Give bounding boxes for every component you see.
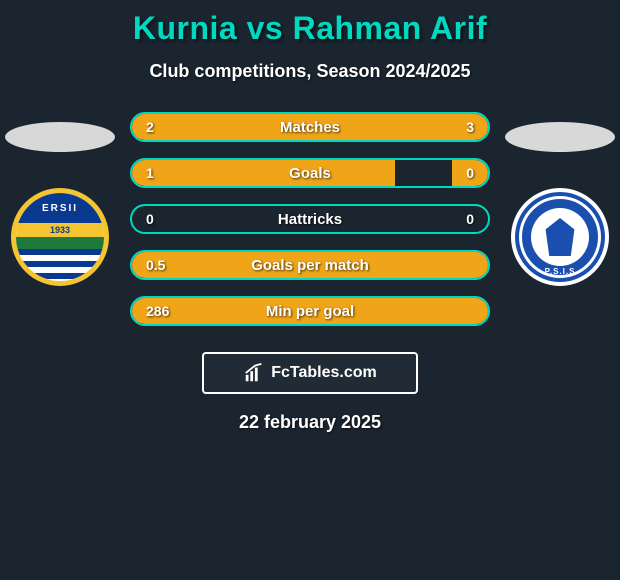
stats-bars: 2 Matches 3 1 Goals 0 0 Hattricks 0 0.5 Goals per …: [130, 112, 490, 326]
stat-row: 1 Goals 0: [130, 158, 490, 188]
comparison-panel: ERSII 1933 2 Matches 3 1 Goals 0 0 Hattricks 0 0.…: [0, 112, 620, 326]
right-club-badge: P.S.I.S: [511, 188, 609, 286]
stat-label: Matches: [280, 119, 340, 136]
badge-inner: [531, 208, 589, 266]
stat-row: 0 Hattricks 0: [130, 204, 490, 234]
stat-value-right: 0: [466, 211, 474, 227]
badge-waves: [16, 249, 104, 281]
stat-row: 286 Min per goal: [130, 296, 490, 326]
left-player-col: ERSII 1933: [0, 112, 120, 286]
stat-label: Goals: [289, 165, 331, 182]
badge-top-text: ERSII: [16, 193, 104, 223]
stat-value-right: 3: [466, 119, 474, 135]
chart-icon: [243, 362, 265, 384]
stat-label: Hattricks: [278, 211, 342, 228]
badge-bottom-text: P.S.I.S: [515, 267, 605, 276]
stat-row: 2 Matches 3: [130, 112, 490, 142]
brand-badge: FcTables.com: [202, 352, 418, 394]
bar-fill-left: [132, 160, 395, 186]
stat-value-left: 0.5: [146, 257, 165, 273]
stat-value-left: 1: [146, 165, 154, 181]
left-club-badge: ERSII 1933: [11, 188, 109, 286]
stat-value-right: 0: [466, 165, 474, 181]
stat-value-left: 2: [146, 119, 154, 135]
stat-value-left: 0: [146, 211, 154, 227]
page-title: Kurnia vs Rahman Arif: [0, 0, 620, 47]
stat-row: 0.5 Goals per match: [130, 250, 490, 280]
brand-name: FcTables.com: [271, 364, 377, 382]
stat-label: Goals per match: [251, 257, 369, 274]
badge-monument-icon: [542, 218, 578, 256]
left-player-photo: [5, 122, 115, 152]
stat-label: Min per goal: [266, 303, 354, 320]
right-player-photo: [505, 122, 615, 152]
comparison-date: 22 february 2025: [0, 412, 620, 433]
page-subtitle: Club competitions, Season 2024/2025: [0, 61, 620, 82]
right-player-col: P.S.I.S: [500, 112, 620, 286]
badge-green-band: [16, 237, 104, 249]
stat-value-left: 286: [146, 303, 169, 319]
badge-year: 1933: [16, 223, 104, 237]
